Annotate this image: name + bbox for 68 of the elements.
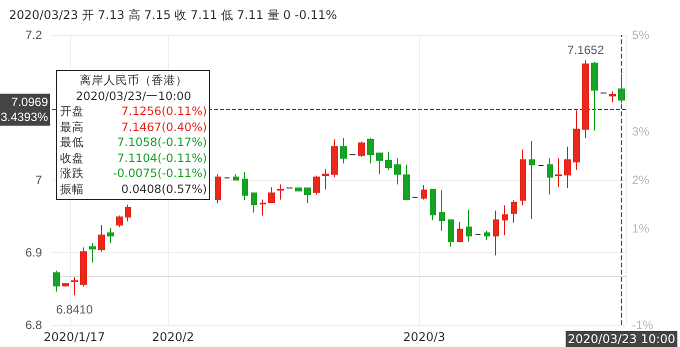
candlestick [242,172,248,201]
candlestick [322,168,329,190]
x-tick-label: 2020/03/23 10:00 [568,332,676,346]
annotation: 6.8410 [56,302,94,316]
chart-title: 2020/03/23 开 7.13 高 7.15 收 7.11 低 7.11 量 0 -0.11% [9,8,338,22]
candlestick [107,227,114,244]
candlestick [591,61,598,132]
candlestick [313,175,320,195]
candlestick [466,209,472,242]
candlestick [609,91,616,103]
candlestick [520,149,526,206]
candlestick [618,73,625,104]
y2-tick-label: -1% [632,318,654,332]
candlestick [71,276,78,296]
candlestick [564,146,571,188]
candlestick [582,60,589,138]
candlestick [268,186,275,204]
candlestick [277,184,284,200]
annotation: 离岸人民币（香港） [78,73,188,88]
y2-tick-label: 1% [632,221,650,236]
candlestick [98,224,105,252]
y-tick-label: 6.9 [25,246,42,260]
candlestick [484,230,490,241]
x-tick-label: 2020/1/17 [44,330,106,344]
candlestick [53,270,60,292]
candlestick [394,158,401,185]
y-tick-label: 6.8 [25,318,42,332]
candlestick [89,242,96,264]
candlestick [555,158,562,188]
candlestick [403,164,410,201]
annotation: 2020/03/23/一10:00 [74,88,192,104]
candlestick [511,200,517,224]
candlestick [385,151,392,170]
x-tick-label: 2020/2 [152,330,194,344]
candlestick [295,187,302,192]
candlestick [457,222,463,243]
candlestick [340,137,347,164]
y2-tick-label: 5% [632,28,650,42]
candlestick [367,137,374,164]
candlestick [116,215,123,228]
y2-tick-label: 2% [632,173,650,187]
annotation: 7.1652 [567,43,604,58]
candlestick [80,246,87,288]
candlestick [215,174,221,204]
candlestick [376,152,383,175]
candlestick [547,158,553,195]
candlestick [251,192,257,214]
y2-tick-label: 3% [632,124,650,139]
ref-line-label: 7.0969 3.4393% [0,95,48,124]
candlestick [260,199,266,216]
candlestick [304,187,311,204]
candlestick [62,282,69,288]
candlestick [233,174,239,180]
candlestick [421,184,427,200]
candlestick [493,210,499,256]
candlestick [331,138,338,178]
tooltip-panel: 离岸人民币（香港） 2020/03/23/一10:00 开盘 7.1256(0.11%) 最高 7.1467(0.40%) 最低 7.1058(-0.17%) 收盘 7.1104(-0.11%) 涨跌 -0.0075(-0.11%) 振幅 0.0408(0.57%) [56,70,210,200]
y-tick-label: 7 [35,173,42,187]
candlestick [430,188,436,220]
candlestick [439,190,445,232]
candlestick [529,140,535,220]
candlestick [573,110,580,170]
candlestick [125,204,131,222]
y-tick-label: 7.2 [25,28,42,42]
candlestick [358,141,365,158]
x-tick-label: 2020/3 [403,330,446,344]
candlestick [502,204,508,236]
candlestick [448,219,454,248]
